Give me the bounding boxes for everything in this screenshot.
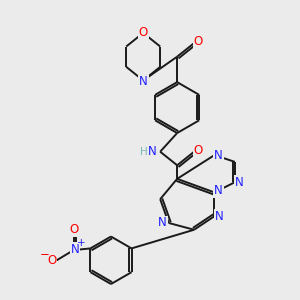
Text: O: O: [194, 143, 203, 157]
Text: N: N: [158, 217, 167, 230]
Text: O: O: [194, 35, 203, 48]
Text: O: O: [47, 254, 56, 267]
Text: N: N: [148, 145, 157, 158]
Text: N: N: [214, 148, 223, 162]
Text: +: +: [77, 238, 86, 248]
Text: N: N: [215, 210, 224, 223]
Text: N: N: [214, 184, 223, 197]
Text: N: N: [139, 75, 148, 88]
Text: O: O: [69, 223, 78, 236]
Text: N: N: [70, 243, 80, 256]
Text: −: −: [40, 248, 50, 261]
Text: O: O: [139, 26, 148, 39]
Text: H: H: [140, 147, 148, 157]
Text: N: N: [235, 176, 243, 189]
